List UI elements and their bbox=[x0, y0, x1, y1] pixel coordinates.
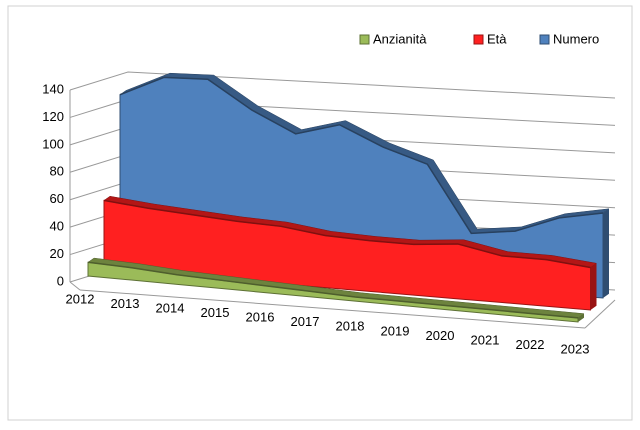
x-tick-label: 2015 bbox=[201, 305, 230, 320]
x-tick-label: 2022 bbox=[516, 337, 545, 352]
floor-left bbox=[69, 281, 81, 291]
x-tick-label: 2019 bbox=[381, 323, 410, 338]
x-tick-label: 2017 bbox=[291, 314, 320, 329]
area-side bbox=[578, 313, 584, 322]
legend-swatch bbox=[473, 34, 484, 45]
area-side bbox=[590, 263, 597, 310]
y-tick-label: 80 bbox=[50, 164, 64, 179]
x-tick-label: 2020 bbox=[426, 328, 455, 343]
area-edge bbox=[87, 261, 579, 319]
x-tick-label: 2014 bbox=[156, 301, 185, 316]
legend-label: Età bbox=[487, 31, 507, 46]
x-tick-label: 2021 bbox=[471, 332, 500, 347]
x-tick-label: 2012 bbox=[66, 291, 95, 306]
floor-right bbox=[584, 299, 616, 329]
y-tick-label: 120 bbox=[42, 109, 64, 124]
legend-label: Numero bbox=[553, 31, 599, 46]
legend-label: Anzianità bbox=[373, 31, 427, 46]
y-tick-label: 60 bbox=[50, 191, 64, 206]
area-side bbox=[603, 208, 609, 298]
x-tick-label: 2018 bbox=[336, 319, 365, 334]
area-edge bbox=[119, 76, 604, 235]
legend-swatch bbox=[539, 34, 550, 45]
y-tick-label: 100 bbox=[42, 136, 64, 151]
floor-front bbox=[79, 289, 586, 329]
y-tick-label: 0 bbox=[57, 273, 64, 288]
area-edge bbox=[103, 199, 591, 269]
x-tick-label: 2013 bbox=[111, 296, 140, 311]
grid-line bbox=[69, 71, 616, 99]
y-tick-label: 20 bbox=[50, 246, 64, 261]
x-tick-label: 2016 bbox=[246, 310, 275, 325]
legend-swatch bbox=[359, 34, 370, 45]
x-tick-label: 2023 bbox=[561, 341, 590, 356]
y-tick-label: 40 bbox=[50, 219, 64, 234]
y-tick-label: 140 bbox=[42, 81, 64, 96]
